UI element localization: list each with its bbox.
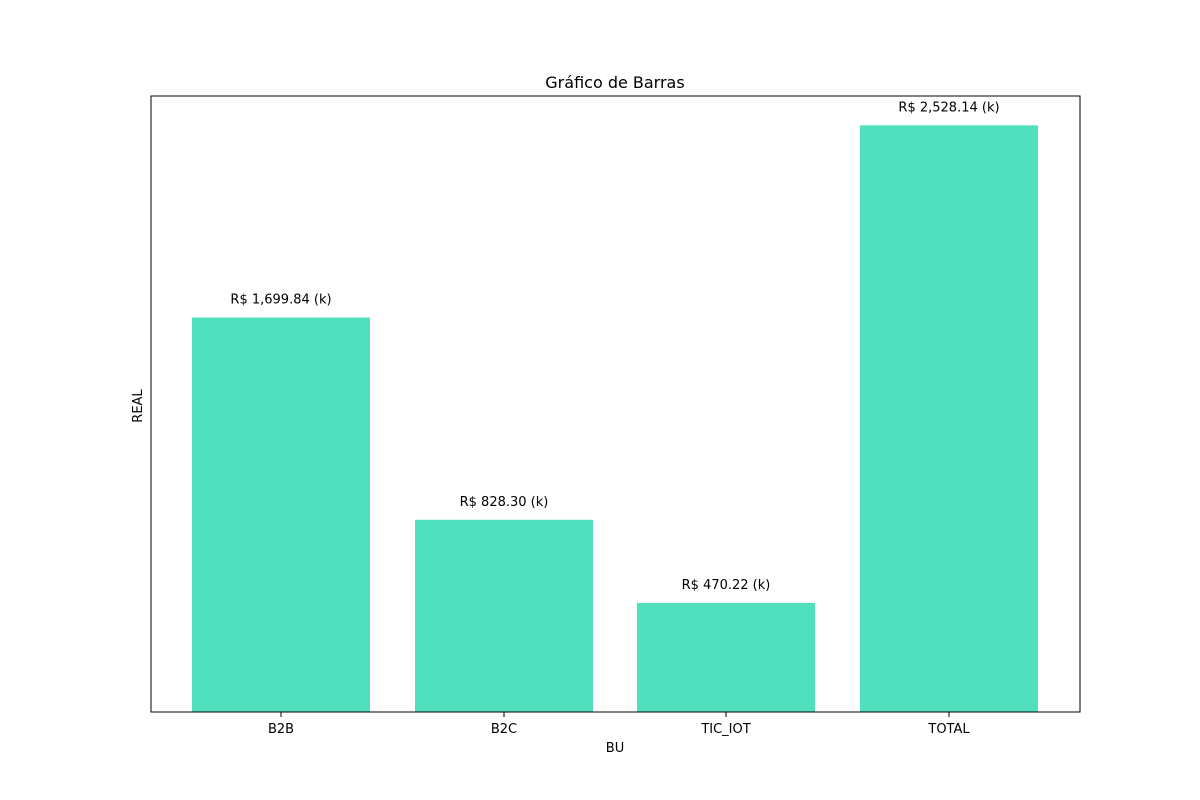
chart-title: Gráfico de Barras xyxy=(545,73,684,92)
bar-b2c xyxy=(415,519,593,712)
value-label-b2c: R$ 828.30 (k) xyxy=(460,495,549,510)
y-axis-label: REAL xyxy=(131,389,146,423)
bar-b2b xyxy=(192,317,370,712)
plot-frame xyxy=(150,95,1081,713)
x-tick-label-b2b: B2B xyxy=(268,722,294,737)
x-tick-label-b2c: B2C xyxy=(491,722,517,737)
x-tick-label-total: TOTAL xyxy=(927,722,970,737)
value-labels-layer: R$ 1,699.84 (k) R$ 828.30 (k) R$ 470.22 (k… xyxy=(230,100,999,593)
x-ticks-layer: B2B B2C TIC_IOT TOTAL xyxy=(268,712,970,737)
bars-layer xyxy=(192,125,1038,713)
value-label-tic-iot: R$ 470.22 (k) xyxy=(682,578,771,593)
x-axis-label: BU xyxy=(606,741,624,756)
bar-total xyxy=(860,125,1038,713)
x-tick-label-tic-iot: TIC_IOT xyxy=(700,722,750,737)
value-label-total: R$ 2,528.14 (k) xyxy=(898,100,999,115)
bar-tic-iot xyxy=(637,602,815,712)
value-label-b2b: R$ 1,699.84 (k) xyxy=(230,293,331,308)
